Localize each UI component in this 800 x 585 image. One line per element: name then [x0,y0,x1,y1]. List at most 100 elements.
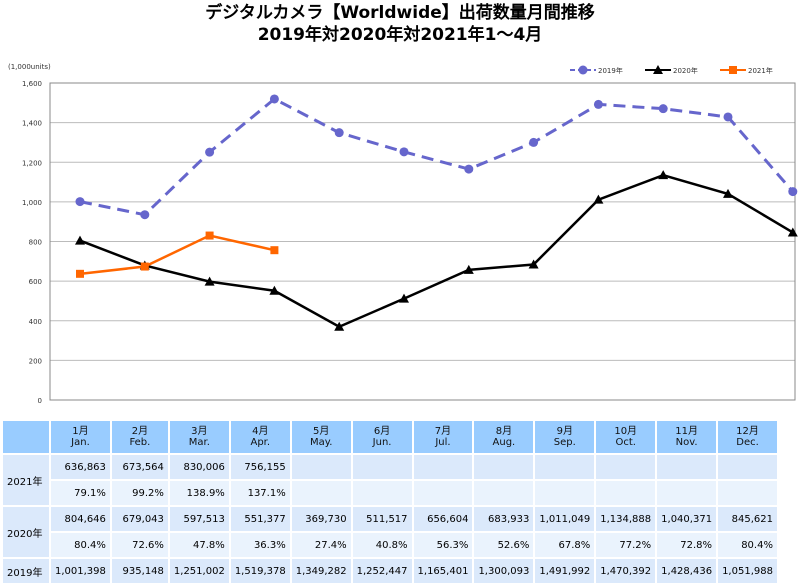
legend-label: 2020年 [673,66,698,75]
table-header-row: 1月 Jan. 2月 Feb. 3月 Mar. 4月 Apr. 5月 May. 6月 Jun. 7月 Ju… [3,421,777,453]
table-corner [3,421,49,453]
units-cell: 1,519,378 [230,559,290,583]
line-chart: (1,000units) 0 200 400 600 800 1,000 1,200 1,400… [8,63,798,405]
data-point [269,94,279,104]
month-header: 6月 Jun. [352,421,412,453]
month-jp: 4月 [252,426,269,437]
ratio-cell: 72.6% [111,533,168,557]
table-row: 2020年 804,646 679,043 597,513 551,377 369,730… [3,507,777,557]
units-cell [352,455,412,479]
month-header: 8月 Aug. [474,421,534,453]
month-jp: 1月 [72,426,89,437]
units-cell: 756,155 [230,455,290,479]
ratio-cell: 137.1% [230,481,290,505]
units-cell: 1,251,002 [169,559,229,583]
units-cell: 1,011,049 [535,507,595,531]
title-line-2: 2019年対2020年対2021年1～4月 [257,25,543,45]
month-header: 7月 Jul. [413,421,473,453]
data-point [529,137,539,147]
units-cell: 656,604 [413,507,473,531]
month-jp: 10月 [614,426,638,437]
month-jp: 3月 [191,426,208,437]
units-cell: 935,148 [111,559,168,583]
legend-label: 2019年 [598,66,623,75]
data-point [658,170,669,180]
month-header: 10月 Oct. [596,421,656,453]
month-jp: 7月 [434,426,452,437]
units-cell: 1,165,401 [413,559,473,583]
legend-marker [729,66,737,74]
ratio-cell [596,481,656,505]
month-en: Feb. [129,437,151,448]
month-en: Jul. [435,437,451,448]
data-point [528,259,539,269]
month-jp: 11月 [675,426,698,437]
data-point [399,147,409,157]
ratio-cell: 40.8% [352,533,412,557]
ratio-cell: 52.6% [474,533,534,557]
data-point [658,104,668,114]
month-header: 3月 Mar. [169,421,229,453]
ratio-cell: 56.3% [413,533,473,557]
ratio-cell: 79.1% [51,481,110,505]
units-cell: 1,001,398 [51,559,110,583]
data-point [269,285,280,295]
year-label: 2021年 [3,455,49,505]
units-cell: 845,621 [718,507,777,531]
data-point [334,128,344,138]
units-cell: 679,043 [111,507,168,531]
y-tick-label: 1,400 [22,120,42,128]
units-cell: 1,134,888 [596,507,656,531]
ratio-cell [474,481,534,505]
month-header: 2月 Feb. [111,421,168,453]
ratio-cell: 138.9% [169,481,229,505]
ratio-cell [352,481,412,505]
units-cell: 1,428,436 [657,559,717,583]
month-en: Nov. [675,437,698,448]
units-cell: 1,470,392 [596,559,656,583]
series-line-2021年 [79,234,275,276]
units-cell: 636,863 [51,455,110,479]
ratio-cell: 27.4% [291,533,351,557]
units-cell: 830,006 [169,455,229,479]
table-row: 80.4% 72.6% 47.8% 36.3% 27.4% 40.8% 56.3% 52.6%… [3,533,777,557]
y-tick-label: 600 [29,278,42,286]
units-cell: 511,517 [352,507,412,531]
year-label: 2020年 [3,507,49,557]
ratio-cell: 67.8% [535,533,595,557]
data-point [140,262,149,271]
y-tick-label: 1,600 [22,80,42,88]
series-line-2020年 [79,173,794,329]
units-cell: 1,051,988 [718,559,777,583]
units-cell [718,455,777,479]
year-label: 2019年 [3,559,49,583]
ratio-cell [657,481,717,505]
month-jp: 12月 [736,426,759,437]
units-cell: 1,252,447 [352,559,412,583]
units-cell: 369,730 [291,507,351,531]
y-tick-label: 200 [29,357,42,365]
data-point [270,246,279,255]
month-en: Jun. [372,437,392,448]
legend-label: 2021年 [748,66,773,75]
y-tick-label: 0 [38,397,42,405]
plot-area [49,82,796,401]
units-cell: 551,377 [230,507,290,531]
units-cell [291,455,351,479]
data-point [205,147,215,157]
ratio-cell: 47.8% [169,533,229,557]
ratio-cell [535,481,595,505]
ratio-cell: 80.4% [51,533,110,557]
y-tick-label: 800 [29,239,42,247]
data-point [399,293,409,303]
month-jp: 2月 [131,426,149,437]
units-cell: 1,491,992 [535,559,595,583]
data-point [593,99,603,109]
month-en: Oct. [615,437,636,448]
data-point [723,112,733,122]
data-point [76,269,84,278]
legend-marker [653,65,663,74]
data-point [463,264,474,274]
month-en: Jan. [71,437,90,448]
month-en: Dec. [736,437,759,448]
